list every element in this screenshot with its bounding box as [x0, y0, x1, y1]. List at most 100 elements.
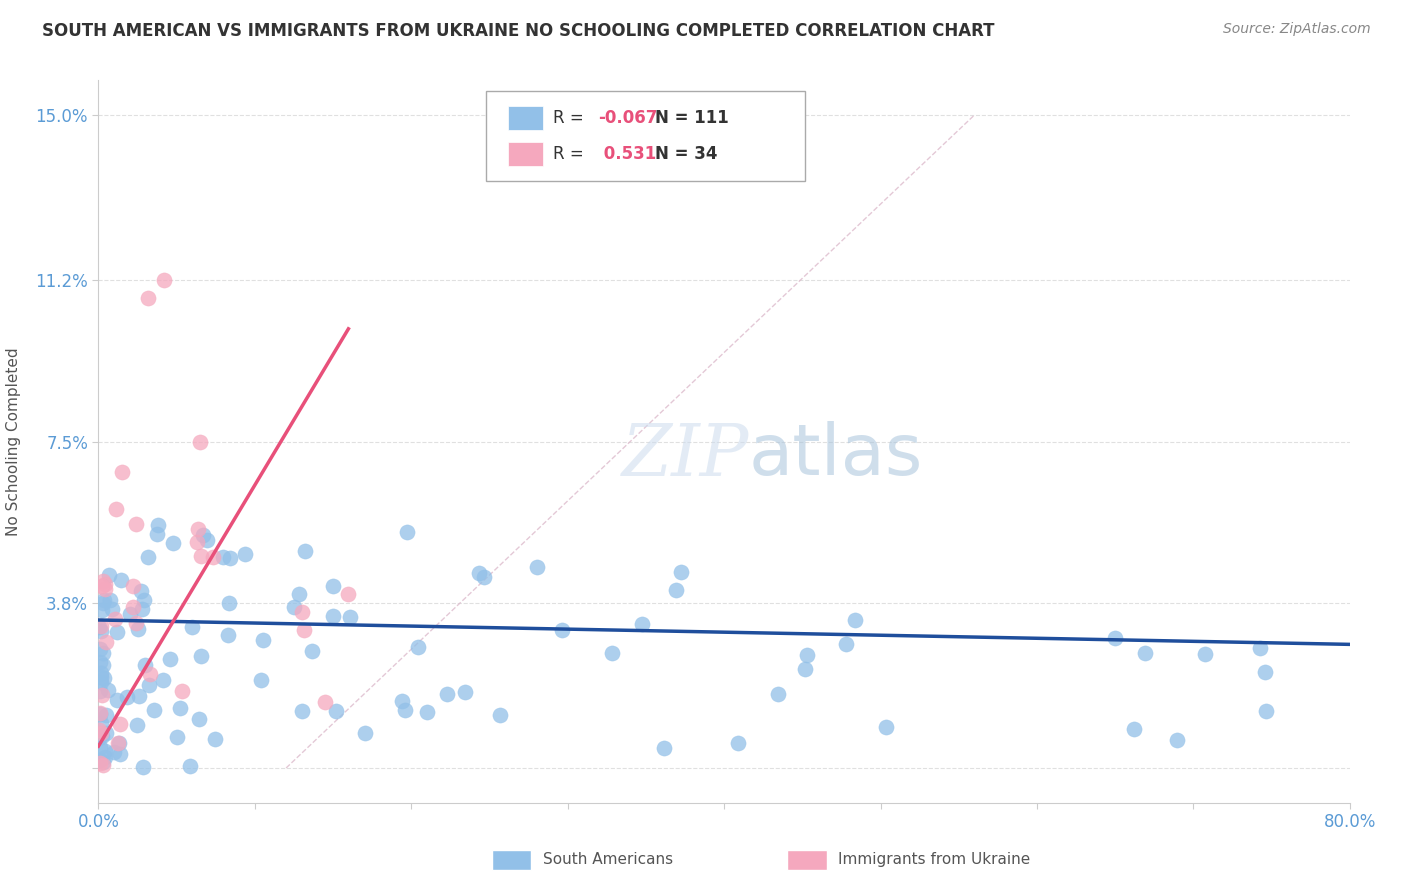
Point — [166, 730, 188, 744]
Point — [89, 706, 111, 721]
Point — [1194, 648, 1216, 662]
Point — [91, 689, 114, 703]
Point — [179, 759, 201, 773]
Point — [110, 573, 132, 587]
Point — [138, 291, 160, 305]
Point — [108, 747, 131, 761]
Point — [91, 646, 114, 660]
Point — [89, 739, 111, 754]
Point — [322, 609, 344, 624]
Point — [249, 673, 271, 687]
FancyBboxPatch shape — [508, 105, 543, 130]
FancyBboxPatch shape — [486, 91, 806, 181]
Point — [148, 518, 170, 533]
Point — [136, 550, 159, 565]
Point — [322, 579, 344, 593]
Point — [122, 600, 145, 615]
Point — [796, 648, 818, 662]
Point — [93, 574, 115, 589]
Point — [90, 726, 112, 740]
Point — [159, 652, 181, 666]
Point — [1256, 704, 1278, 718]
Point — [391, 694, 413, 708]
Text: N = 111: N = 111 — [655, 109, 730, 127]
Point — [162, 536, 184, 550]
Point — [844, 613, 866, 627]
Point — [288, 587, 311, 601]
Point — [104, 612, 127, 626]
Point — [1254, 665, 1277, 680]
Point — [105, 693, 128, 707]
Point — [98, 593, 121, 607]
Point — [90, 619, 112, 633]
Text: ZIP: ZIP — [621, 421, 749, 491]
Point — [125, 717, 148, 731]
Point — [89, 723, 111, 737]
Point — [91, 657, 114, 672]
Point — [283, 600, 305, 615]
Text: -0.067: -0.067 — [598, 109, 657, 127]
Text: atlas: atlas — [749, 422, 924, 491]
Point — [835, 637, 858, 651]
Point — [188, 712, 211, 726]
Point — [134, 658, 156, 673]
Point — [97, 683, 120, 698]
Point — [875, 720, 897, 734]
Point — [526, 559, 548, 574]
Point — [131, 602, 153, 616]
Point — [337, 587, 360, 601]
Point — [233, 547, 256, 561]
Point — [91, 579, 114, 593]
Point — [138, 678, 160, 692]
Point — [90, 602, 112, 616]
Point — [91, 758, 114, 772]
Point — [294, 543, 316, 558]
Point — [108, 716, 131, 731]
Point — [1122, 722, 1144, 736]
Point — [93, 592, 115, 607]
Point — [100, 602, 122, 616]
Point — [468, 566, 491, 580]
Point — [125, 516, 148, 531]
Point — [89, 684, 111, 698]
Point — [93, 672, 115, 686]
Point — [117, 690, 139, 705]
Point — [665, 583, 688, 598]
Point — [89, 753, 111, 767]
Point — [1249, 640, 1271, 655]
Point — [127, 622, 149, 636]
Point — [600, 646, 623, 660]
Point — [94, 744, 117, 758]
Point — [191, 528, 214, 542]
Point — [94, 576, 117, 591]
Point — [292, 624, 315, 638]
Point — [94, 708, 117, 723]
Point — [188, 434, 211, 449]
Point — [153, 273, 176, 287]
Point — [90, 665, 112, 680]
Point — [111, 465, 134, 479]
Point — [394, 703, 416, 717]
Point — [793, 662, 815, 676]
Point — [551, 624, 574, 638]
Point — [91, 729, 114, 743]
Text: Immigrants from Ukraine: Immigrants from Ukraine — [838, 853, 1031, 867]
Text: SOUTH AMERICAN VS IMMIGRANTS FROM UKRAINE NO SCHOOLING COMPLETED CORRELATION CHA: SOUTH AMERICAN VS IMMIGRANTS FROM UKRAIN… — [42, 22, 994, 40]
FancyBboxPatch shape — [508, 142, 543, 166]
Point — [94, 726, 117, 740]
Point — [90, 715, 112, 730]
Point — [98, 568, 121, 582]
Point — [1104, 631, 1126, 645]
Text: 0.531: 0.531 — [598, 145, 657, 163]
Point — [181, 620, 204, 634]
Point — [291, 704, 314, 718]
Text: Source: ZipAtlas.com: Source: ZipAtlas.com — [1223, 22, 1371, 37]
Point — [122, 579, 145, 593]
Point — [186, 534, 208, 549]
Point — [108, 736, 131, 750]
Point — [353, 726, 375, 740]
Point — [314, 695, 336, 709]
Point — [134, 593, 156, 607]
Point — [291, 605, 314, 619]
Point — [201, 549, 224, 564]
